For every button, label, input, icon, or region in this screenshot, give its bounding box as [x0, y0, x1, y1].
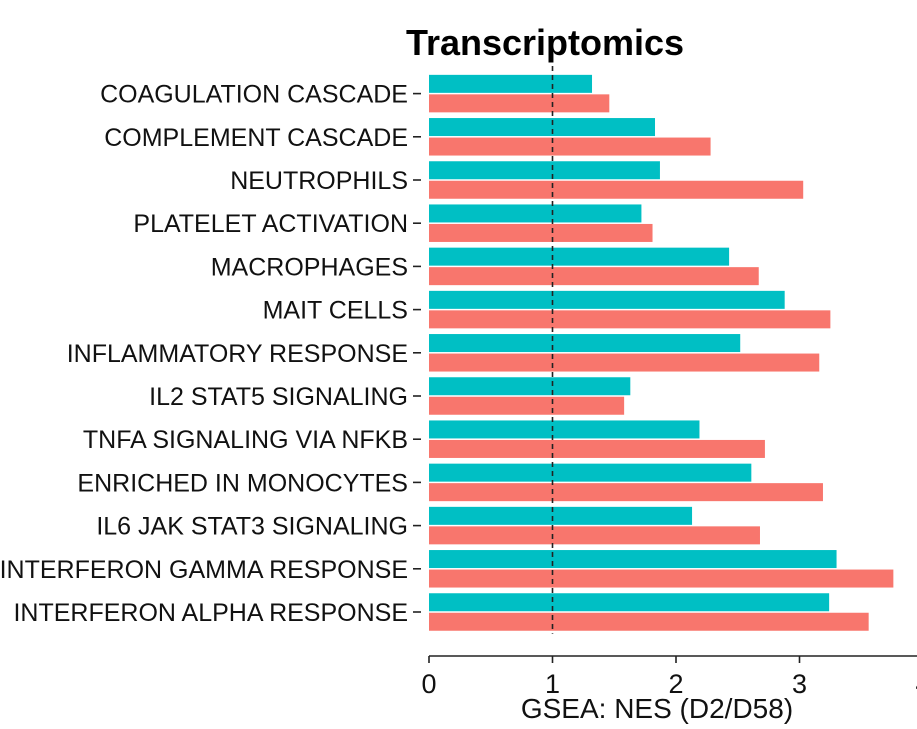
- bars-group: [429, 74, 894, 631]
- bar-series-2: [429, 180, 804, 199]
- bar-series-1: [429, 204, 642, 223]
- y-tick-label: INTERFERON ALPHA RESPONSE: [13, 599, 408, 627]
- y-tick-label: IL2 STAT5 SIGNALING: [149, 383, 408, 411]
- bar-series-1: [429, 247, 730, 266]
- y-tick-label: COAGULATION CASCADE: [100, 81, 408, 109]
- chart-title: Transcriptomics: [406, 22, 684, 63]
- bar-series-2: [429, 526, 760, 545]
- bar-series-1: [429, 334, 741, 353]
- bar-series-2: [429, 483, 823, 502]
- bar-series-2: [429, 267, 759, 286]
- bar-series-1: [429, 420, 700, 439]
- x-axis-title: GSEA: NES (D2/D58): [521, 693, 793, 724]
- x-tick-label: 4: [915, 669, 917, 699]
- y-tick-label: PLATELET ACTIVATION: [133, 210, 408, 238]
- bar-series-2: [429, 439, 765, 458]
- bar-series-1: [429, 506, 693, 525]
- y-tick-label: TNFA SIGNALING VIA NFKB: [83, 426, 408, 454]
- x-axis: 0 1 2 3 4: [421, 655, 917, 699]
- bar-series-2: [429, 396, 625, 415]
- x-tick-label: 0: [421, 669, 436, 699]
- y-tick-label: ENRICHED IN MONOCYTES: [77, 469, 408, 497]
- bar-series-1: [429, 593, 830, 612]
- bar-series-2: [429, 310, 831, 329]
- y-tick-label: MACROPHAGES: [211, 253, 408, 281]
- bar-series-1: [429, 161, 660, 180]
- bar-series-2: [429, 137, 711, 156]
- y-tick-label: INFLAMMATORY RESPONSE: [67, 340, 408, 368]
- bar-series-2: [429, 569, 894, 588]
- bar-series-2: [429, 353, 820, 372]
- bar-series-1: [429, 290, 785, 309]
- bar-series-1: [429, 377, 631, 396]
- bar-series-1: [429, 74, 593, 93]
- x-tick-label: 1: [545, 669, 560, 699]
- y-tick-label: NEUTROPHILS: [230, 167, 408, 195]
- y-axis: COAGULATION CASCADE COMPLEMENT CASCADE NEU…: [0, 81, 421, 627]
- bar-series-2: [429, 612, 869, 631]
- x-tick-label: 2: [668, 669, 683, 699]
- bar-series-1: [429, 463, 752, 482]
- bar-series-2: [429, 223, 653, 242]
- bar-series-1: [429, 118, 656, 137]
- y-tick-label: COMPLEMENT CASCADE: [104, 124, 408, 152]
- y-tick-label: IL6 JAK STAT3 SIGNALING: [96, 513, 408, 541]
- x-tick-label: 3: [792, 669, 807, 699]
- bar-series-1: [429, 550, 837, 569]
- bar-series-2: [429, 94, 610, 113]
- y-tick-label: INTERFERON GAMMA RESPONSE: [0, 556, 408, 584]
- y-tick-label: MAIT CELLS: [263, 297, 408, 325]
